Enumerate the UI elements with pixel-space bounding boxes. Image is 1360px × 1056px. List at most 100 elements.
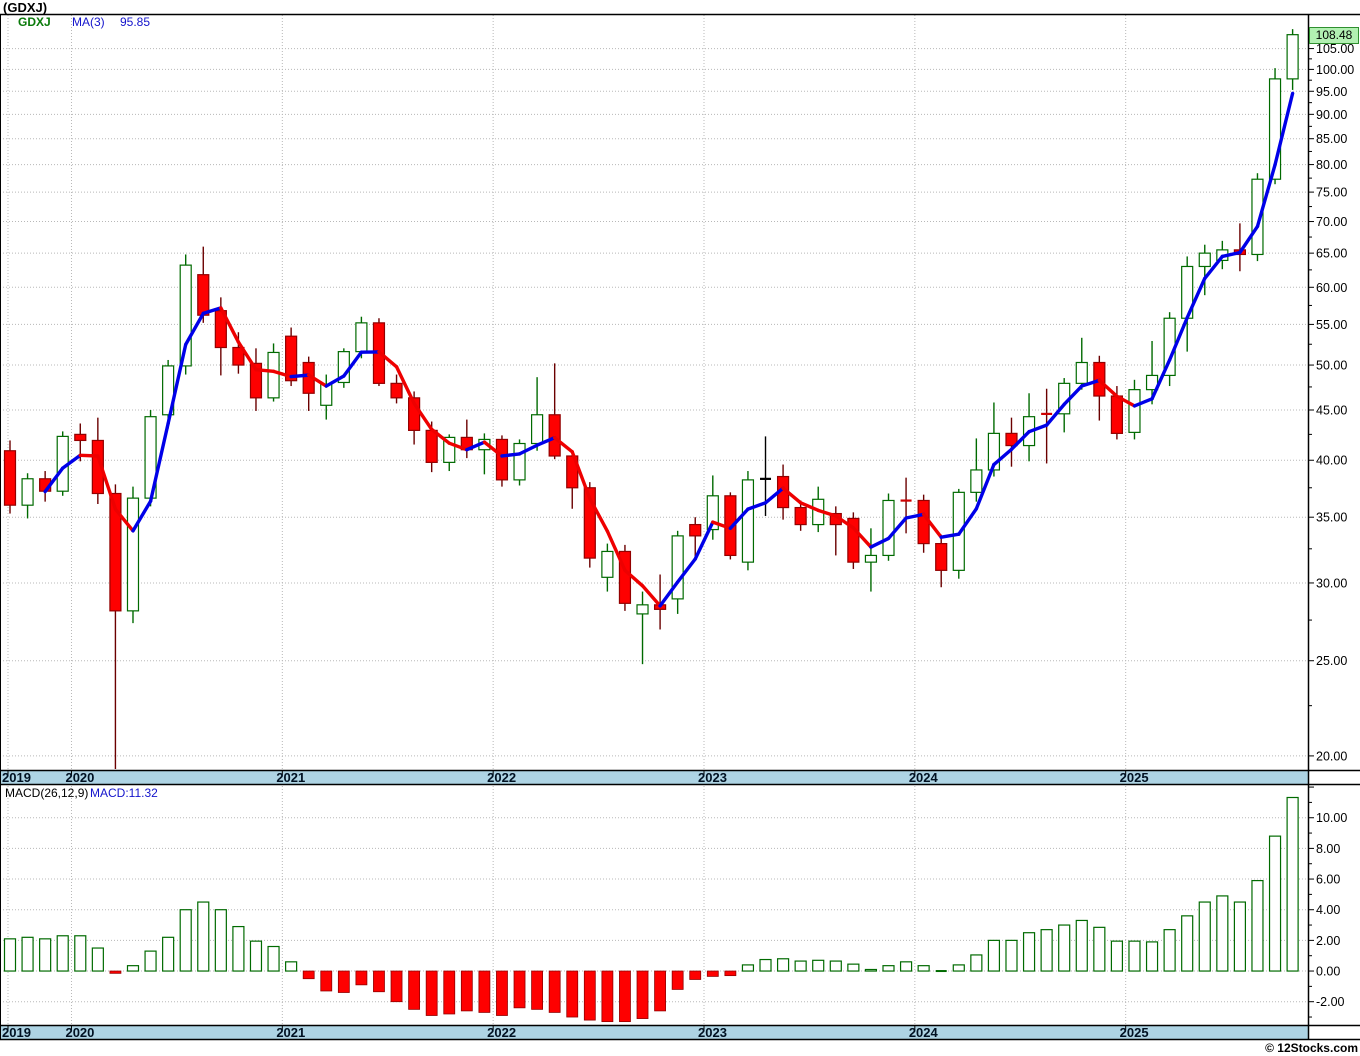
macd-bar-positive [952,964,965,972]
axis-tick-label: 75.00 [1316,186,1347,200]
macd-bar-negative [724,970,737,977]
macd-bar-negative [337,970,350,993]
candle-up [1286,34,1299,80]
macd-bar-negative [636,970,649,1019]
ma-segment [711,520,733,531]
ma-segment [447,441,469,452]
ma-segment [781,486,803,505]
macd-bar-positive [249,940,263,972]
macd-bar-negative [566,970,579,1018]
candle-up [636,604,649,615]
candle-down [1110,395,1124,434]
candle-up [443,436,456,463]
year-label: 2019 [2,1025,31,1040]
macd-bar-positive [917,965,930,972]
macd-bar-positive [899,961,913,972]
ma-segment [1044,402,1066,427]
macd-bar-positive [179,909,192,972]
candle-doji-dash [900,499,912,502]
axis-tick-label: 55.00 [1316,318,1347,332]
ma-segment [289,373,311,379]
year-label: 2022 [487,770,516,785]
macd-bar-positive [987,939,1001,972]
candle-down [425,429,438,463]
macd-bar-positive [162,936,175,972]
ma-segment [324,374,346,388]
ma-segment [658,580,680,608]
ma-segment [535,436,557,447]
macd-bar-zero [935,970,947,973]
macd-bar-positive [1145,941,1159,972]
ma-segment [1185,276,1207,320]
macd-bar-negative [302,970,315,980]
ma-segment [131,499,153,533]
macd-bar-positive [1058,924,1071,972]
ma-segment [904,512,926,520]
candle-down [197,274,210,316]
macd-bar-positive [39,938,52,972]
macd-bar-positive [882,965,895,972]
year-label: 2019 [2,770,31,785]
ma-segment [816,508,838,518]
axis-tick-label: 105.00 [1316,42,1354,56]
macd-bar-positive [1040,929,1053,972]
macd-bar-negative [443,970,456,1015]
macd-bar-negative [601,970,614,1023]
ma-segment [201,306,223,316]
ma-segment [675,557,697,584]
candle-doji-dash [1041,412,1053,416]
axis-tick-label: 60.00 [1316,281,1347,295]
candle-up [513,442,526,481]
macd-bar-negative [320,970,333,992]
candle-up [267,351,280,399]
macd-bar-positive [1233,901,1247,972]
ma-segment [500,452,522,458]
ma-segment [886,516,908,541]
axis-tick-label: 65.00 [1316,247,1347,261]
ma-segment [254,367,276,374]
candle-down [3,450,17,506]
macd-bar-negative [548,970,561,1013]
ma-segment [113,507,135,533]
candle-up [162,365,175,416]
candle-down [935,542,948,571]
macd-bar-negative [706,970,719,977]
macd-bar-positive [214,909,227,972]
year-label: 2022 [487,1025,516,1040]
macd-bar-negative [654,970,666,1012]
axis-tick-label: 25.00 [1316,654,1347,668]
ma-segment [1097,378,1119,399]
ma-segment [588,496,610,533]
macd-bar-positive [794,960,807,972]
macd-bar-positive [970,954,983,972]
ma-segment [429,427,451,445]
ma-segment [921,512,943,539]
candle-up [355,322,368,353]
macd-bar-positive [1216,895,1229,972]
axis-tick-label: -2.00 [1316,995,1345,1009]
ma-segment [61,453,82,470]
macd-bar-positive [1005,939,1018,972]
axis-tick-label: 100.00 [1316,63,1354,77]
macd-bar-positive [144,950,157,972]
macd-bar-negative [390,970,403,1003]
macd-bar-positive [126,965,140,972]
macd-bar-negative [460,970,473,1012]
macd-bar-positive [847,963,860,972]
macd-bar-positive [864,968,878,972]
axis-tick-label: 0.00 [1316,965,1340,979]
ma3-line [43,91,1295,608]
axis-tick-label: 35.00 [1316,511,1347,525]
macd-bar-negative [671,970,684,990]
ma-segment [78,453,100,458]
macd-value-label: MACD:11.32 [90,786,158,800]
candle-down [1005,432,1018,447]
macd-bar-negative [425,970,438,1016]
ma-segment [465,440,487,452]
year-label: 2023 [698,770,727,785]
axis-tick-label: 90.00 [1316,108,1347,122]
axis-tick-label: 10.00 [1316,811,1347,825]
ma-segment [763,486,785,505]
macd-bar-positive [3,938,17,972]
